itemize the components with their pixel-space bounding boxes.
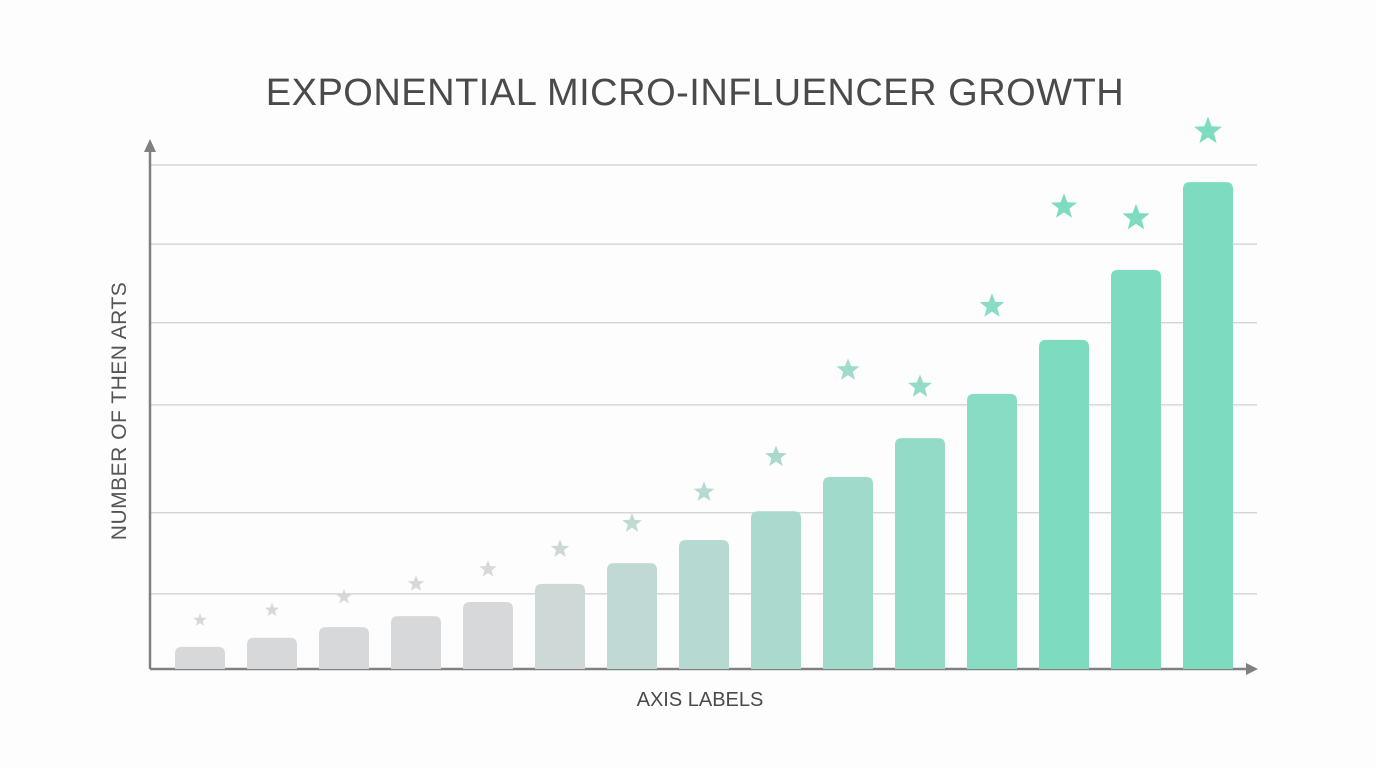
star-icon	[693, 481, 715, 501]
bar	[1111, 269, 1161, 669]
star-icon	[193, 613, 207, 626]
y-axis-arrow-icon	[144, 139, 156, 152]
bar	[823, 476, 873, 669]
bar	[175, 646, 225, 669]
star-icon	[979, 293, 1005, 317]
bar	[679, 539, 729, 669]
bar	[895, 438, 945, 669]
x-axis-label: AXIS LABELS	[636, 689, 764, 711]
star-icon	[1051, 193, 1077, 218]
bar	[391, 616, 441, 669]
star-icon	[1122, 203, 1150, 230]
star-icon	[908, 374, 932, 397]
star-icon	[407, 575, 425, 591]
star-icon	[1194, 116, 1222, 144]
star-icon	[622, 513, 642, 532]
star-icon	[336, 588, 352, 604]
x-axis-arrow-icon	[1246, 663, 1258, 675]
bar	[463, 601, 513, 669]
star-icon	[550, 539, 570, 557]
chart-title: EXPONENTIAL MICRO-INFLUENCER GROWTH	[265, 72, 1125, 114]
bar	[1039, 339, 1089, 669]
bar	[607, 563, 657, 669]
bar	[319, 627, 369, 669]
star-icon	[264, 602, 280, 617]
star-icon	[836, 358, 860, 380]
star-icon	[765, 445, 787, 466]
star-icon	[479, 560, 497, 577]
bar	[967, 393, 1017, 669]
bar	[535, 583, 585, 669]
bar	[1183, 182, 1233, 670]
bar	[751, 511, 801, 669]
bar	[247, 637, 297, 669]
